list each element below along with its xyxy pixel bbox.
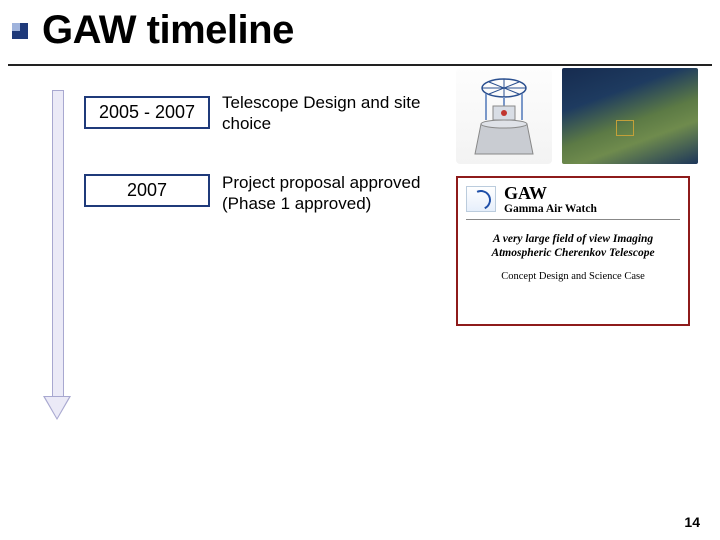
doc-heading-sub: Gamma Air Watch [504,203,597,215]
title-rule [8,64,712,66]
title-bullet-icon [12,23,28,39]
telescope-image [456,68,552,164]
telescope-icon [469,76,539,156]
doc-mid-text: A very large field of view Imaging Atmos… [466,232,680,261]
gaw-logo-icon [466,186,496,212]
page-number: 14 [684,514,700,530]
page-title: GAW timeline [42,8,294,53]
doc-heading-main: GAW [504,184,597,203]
timeline-desc: Telescope Design and site choice [222,92,442,135]
map-highlight-box-icon [616,120,634,136]
doc-foot-text: Concept Design and Science Case [466,271,680,282]
timeline-year-label: 2007 [127,180,167,200]
timeline-desc: Project proposal approved (Phase 1 appro… [222,172,442,215]
timeline-year-label: 2005 - 2007 [99,102,195,122]
doc-heading: GAW Gamma Air Watch [504,184,597,215]
timeline-year-box: 2007 [84,174,210,207]
timeline-year-box: 2005 - 2007 [84,96,210,129]
map-image [562,68,698,164]
timeline-arrow-icon [48,90,66,420]
document-card: GAW Gamma Air Watch A very large field o… [456,176,690,326]
